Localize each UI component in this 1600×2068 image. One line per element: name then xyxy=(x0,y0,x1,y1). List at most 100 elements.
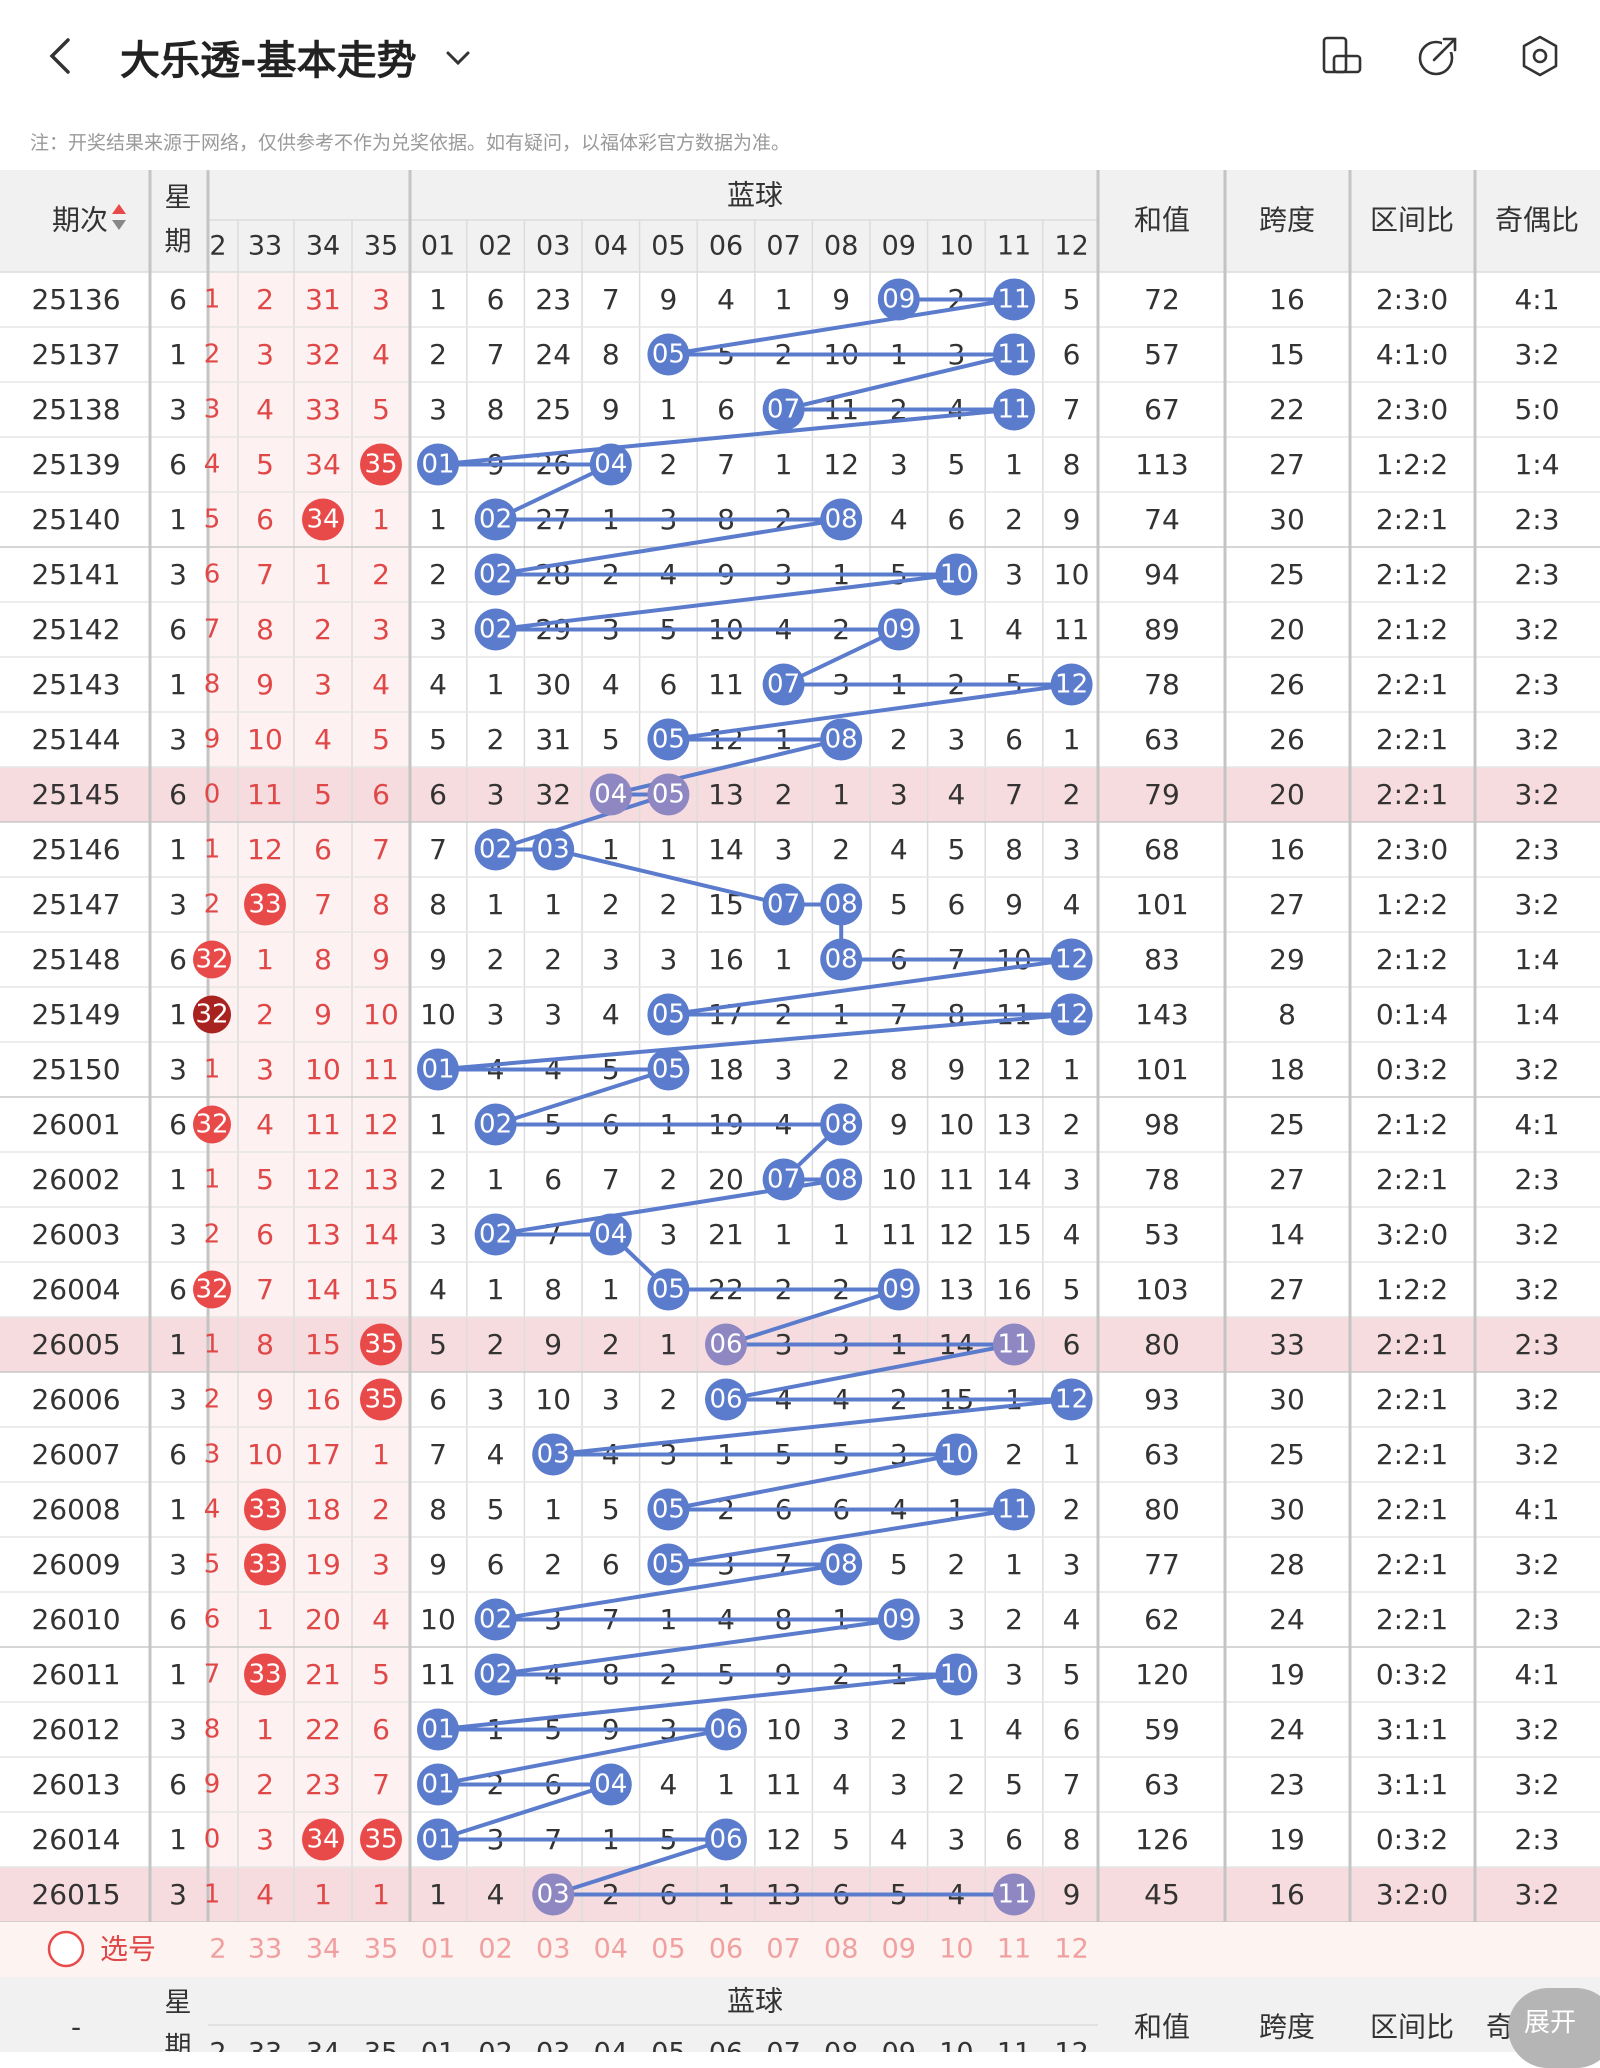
blue-ball-num: 04 xyxy=(594,1770,627,1800)
cell-red-miss: 16 xyxy=(305,1383,341,1416)
trend-line xyxy=(495,1617,900,1677)
footer-week-1: 星 xyxy=(165,1988,192,2019)
cell-blue-miss: 6 xyxy=(1005,1823,1023,1856)
cell-blue-miss: 1 xyxy=(544,1493,562,1526)
cell-period: 25142 xyxy=(31,613,120,646)
cell-blue-miss: 3 xyxy=(1063,833,1081,866)
cell-red-miss: 3 xyxy=(372,1548,390,1581)
select-blue-num[interactable]: 03 xyxy=(536,1934,570,1965)
cell-red-miss: 4 xyxy=(256,1108,274,1141)
cell-blue-miss: 7 xyxy=(602,1163,620,1196)
screen-rotate-icon[interactable] xyxy=(1320,34,1364,78)
blue-ball-num: 07 xyxy=(767,890,800,920)
header-oddeven: 奇偶比 xyxy=(1495,204,1579,237)
settings-icon[interactable] xyxy=(1518,34,1562,78)
cell-red-miss: 6 xyxy=(256,1218,274,1251)
red-ball xyxy=(302,498,344,541)
blue-ball-num: 12 xyxy=(1055,1000,1088,1030)
header-blue-num: 04 xyxy=(594,231,628,262)
cell-blue-miss: 7 xyxy=(602,283,620,316)
cell-blue-miss: 2 xyxy=(659,1163,677,1196)
cell-sum: 53 xyxy=(1144,1218,1180,1251)
blue-ball-num: 12 xyxy=(1055,1385,1088,1415)
cell-red-miss: 12 xyxy=(305,1163,341,1196)
select-blue-num[interactable]: 09 xyxy=(882,1934,916,1965)
chevron-down-icon[interactable] xyxy=(440,40,476,76)
cell-blue-miss: 8 xyxy=(544,1273,562,1306)
cell-red-miss: 19 xyxy=(305,1548,341,1581)
sort-up-icon xyxy=(112,204,126,214)
cell-red-miss: 7 xyxy=(372,1768,390,1801)
cell-week: 3 xyxy=(169,1548,187,1581)
cell-red-partial: 6 xyxy=(204,1605,221,1635)
cell-blue-miss: 9 xyxy=(602,393,620,426)
header-blue-num: 09 xyxy=(882,231,916,262)
cell-blue-miss: 1 xyxy=(1005,1548,1023,1581)
cell-blue-miss: 32 xyxy=(535,778,571,811)
blue-ball xyxy=(877,1268,920,1311)
blue-ball-num: 07 xyxy=(767,670,800,700)
cell-red-miss: 10 xyxy=(305,1053,341,1086)
back-arrow-icon[interactable] xyxy=(40,34,84,78)
trend-line xyxy=(668,682,1072,742)
header-blue-num: 10 xyxy=(939,231,973,262)
select-blue-num[interactable]: 08 xyxy=(824,1934,858,1965)
cell-blue-miss: 4 xyxy=(659,1768,677,1801)
blue-ball-num: 01 xyxy=(421,1825,454,1855)
cell-oddeven: 2:3 xyxy=(1514,1328,1559,1361)
share-icon[interactable] xyxy=(1416,34,1460,78)
table-row: 25140 1 5 6 34 1 1 27 1 3 8 2 4 6 2 9 74 30 2:2:1 2:3 xyxy=(31,498,1560,541)
cell-oddeven: 3:2 xyxy=(1514,1438,1559,1471)
cell-period: 26014 xyxy=(31,1823,120,1856)
cell-zone: 0:1:4 xyxy=(1376,998,1448,1031)
trend-line xyxy=(494,792,670,852)
cell-week: 6 xyxy=(169,1438,187,1471)
cell-red-miss: 8 xyxy=(372,888,390,921)
cell-red-partial: 5 xyxy=(204,505,221,535)
cell-blue-miss: 1 xyxy=(947,1713,965,1746)
cell-sum: 80 xyxy=(1144,1328,1180,1361)
cell-sum: 98 xyxy=(1144,1108,1180,1141)
cell-sum: 72 xyxy=(1144,283,1180,316)
select-blue-num[interactable]: 10 xyxy=(939,1934,973,1965)
cell-zone: 3:2:0 xyxy=(1376,1218,1448,1251)
cell-blue-miss: 4 xyxy=(1005,1713,1023,1746)
cell-period: 25144 xyxy=(31,723,120,756)
cell-blue-miss: 6 xyxy=(717,393,735,426)
cell-blue-miss: 5 xyxy=(1063,1273,1081,1306)
cell-blue-miss: 3 xyxy=(947,723,965,756)
select-blue-num[interactable]: 05 xyxy=(651,1934,685,1965)
cell-blue-miss: 6 xyxy=(1063,1328,1081,1361)
select-blue-num[interactable]: 06 xyxy=(709,1934,743,1965)
trend-line xyxy=(437,1727,727,1787)
cell-red-miss: 1 xyxy=(372,503,390,536)
cell-blue-miss: 7 xyxy=(429,833,447,866)
blue-ball-num: 10 xyxy=(940,1660,973,1690)
expand-button[interactable]: 展开 xyxy=(1508,1988,1600,2068)
select-blue-num[interactable]: 12 xyxy=(1054,1934,1088,1965)
select-blue-num[interactable]: 01 xyxy=(421,1934,455,1965)
cell-red-miss: 1 xyxy=(256,943,274,976)
blue-ball xyxy=(877,608,920,651)
cell-sum: 103 xyxy=(1135,1273,1188,1306)
cell-red-miss: 10 xyxy=(363,998,399,1031)
blue-ball xyxy=(762,883,805,926)
select-circle-icon[interactable] xyxy=(47,1930,85,1968)
cell-blue-miss: 2 xyxy=(1063,1493,1081,1526)
cell-red-partial: 3 xyxy=(204,395,221,425)
blue-ball-num: 10 xyxy=(940,1440,973,1470)
cell-blue-miss: 8 xyxy=(1063,448,1081,481)
table-row: 25141 3 6 7 1 2 2 28 2 4 9 3 1 5 3 10 94 25 2:1:2 2:3 xyxy=(31,558,1559,591)
select-blue-num[interactable]: 07 xyxy=(766,1934,800,1965)
cell-blue-miss: 3 xyxy=(1063,1548,1081,1581)
select-blue-num[interactable]: 02 xyxy=(478,1934,512,1965)
blue-ball-num: 02 xyxy=(479,560,512,590)
select-blue-num[interactable]: 04 xyxy=(594,1934,628,1965)
cell-zone: 2:2:1 xyxy=(1376,1328,1448,1361)
trend-line xyxy=(552,847,785,907)
blue-ball-num: 11 xyxy=(997,1495,1030,1525)
select-blue-num[interactable]: 11 xyxy=(997,1934,1031,1965)
blue-ball xyxy=(647,773,690,816)
table-row: 25145 6 0 11 5 6 6 3 32 13 2 1 3 4 7 2 79 20 2:2:1 3:2 xyxy=(31,778,1559,811)
blue-ball-num: 05 xyxy=(652,1000,685,1030)
